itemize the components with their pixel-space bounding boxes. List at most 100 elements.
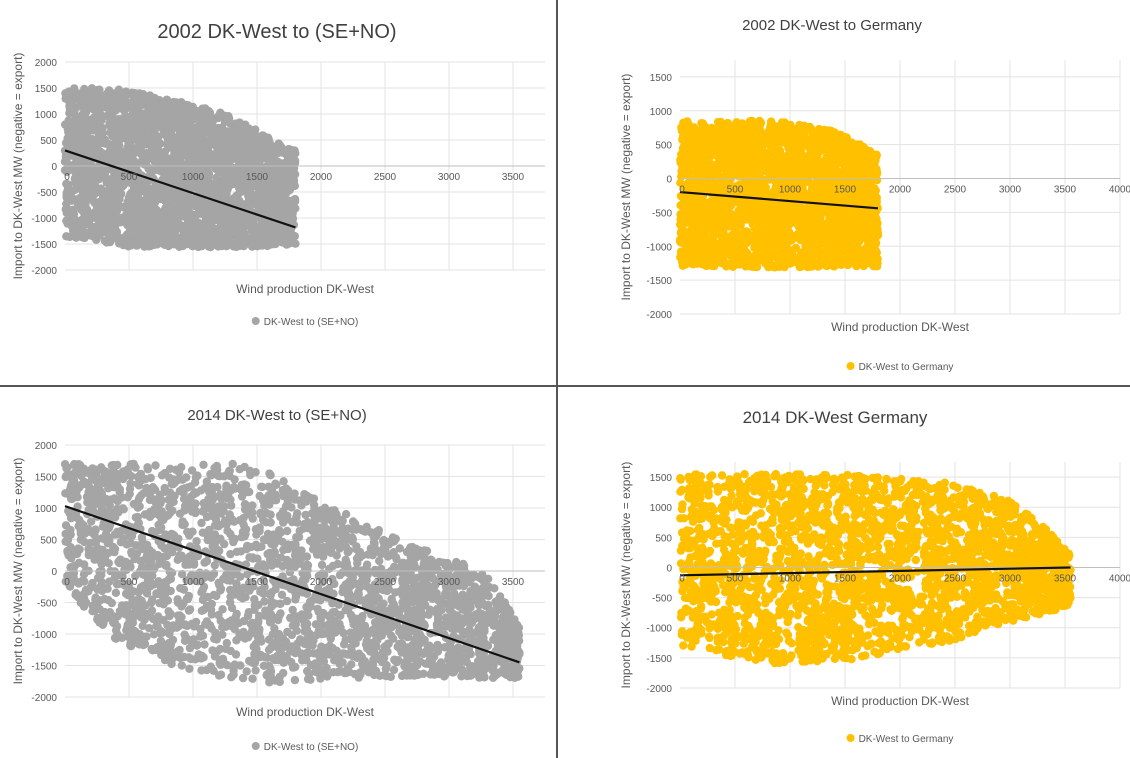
data-point [123,230,132,239]
data-point [83,189,93,199]
data-point [811,145,821,155]
data-point [683,117,692,126]
data-point [154,122,163,131]
legend-marker [251,317,260,325]
data-point [676,220,685,229]
x-tick-label: 2500 [374,172,397,183]
data-point [149,190,158,199]
data-point [161,239,170,248]
data-point [202,224,211,233]
data-point [278,184,287,193]
data-point [698,212,708,221]
data-point [165,190,174,199]
data-point [170,238,179,247]
data-point [65,108,74,118]
data-point [141,238,150,247]
data-point [73,183,82,192]
y-tick-label: -1500 [31,240,57,251]
data-point [863,245,873,254]
data-point [105,118,114,128]
data-point [86,134,96,143]
data-point [249,163,258,172]
data-point [160,147,170,156]
data-point [764,166,773,175]
y-tick-label: -1000 [31,214,57,225]
data-point [123,142,132,152]
data-point [150,165,160,175]
data-point [806,218,815,227]
data-point [196,108,205,118]
data-point [217,141,226,150]
data-point [211,132,220,141]
data-point [202,149,211,158]
data-point [760,209,769,218]
data-point [96,218,105,227]
data-point [123,197,132,207]
data-point [94,128,103,137]
data-point [148,108,157,118]
data-point [248,147,257,156]
data-point [109,107,118,116]
data-point [82,214,92,224]
data-point [101,139,110,148]
y-tick-label: 500 [40,136,57,147]
y-tick-label: 2000 [35,58,58,69]
data-point [240,230,249,239]
data-point [234,171,243,180]
x-tick-label: 3500 [502,172,525,183]
data-point [178,136,187,146]
data-point [789,210,799,219]
data-point [252,239,262,249]
data-point [98,193,108,202]
data-point [130,89,140,98]
data-point [139,130,148,139]
data-point [133,183,142,192]
data-point [109,150,119,160]
data-point [138,155,147,164]
data-point [129,156,139,165]
data-point [100,99,110,108]
data-point [67,193,77,202]
data-point [139,98,149,108]
x-tick-label: 1500 [246,172,269,183]
data-point [246,181,256,190]
data-point [76,193,86,202]
data-point [112,233,121,242]
data-point [139,199,148,208]
data-point [177,206,187,215]
data-point [62,232,71,241]
data-point [63,120,72,129]
data-point [758,175,767,184]
data-point [87,91,97,101]
data-point [71,129,81,138]
data-point [105,211,115,220]
data-point [232,194,241,203]
y-tick-label: 1000 [35,110,58,121]
data-point [232,132,241,142]
data-point [147,143,157,152]
data-point [224,114,234,123]
data-point [155,227,164,236]
data-point [279,237,288,246]
x-tick-label: 3000 [438,172,461,183]
data-point [831,129,840,138]
data-point [197,123,206,132]
x-tick-label: 2000 [310,172,333,183]
x-tick-label: 0 [64,172,70,183]
data-point [256,142,265,151]
data-point [210,183,219,192]
data-point [217,176,227,185]
data-point [162,95,172,105]
data-point [268,236,278,245]
chart-title: 2002 DK-West to (SE+NO) [157,21,396,43]
data-point [232,229,242,238]
data-point [93,98,102,108]
data-point [77,205,86,215]
data-point [70,137,80,147]
data-point [235,213,244,223]
data-point [126,190,135,199]
data-point [713,117,723,127]
chart-title: 2002 DK-West to Germany [742,17,922,34]
data-point [716,131,725,140]
data-point [61,89,70,98]
